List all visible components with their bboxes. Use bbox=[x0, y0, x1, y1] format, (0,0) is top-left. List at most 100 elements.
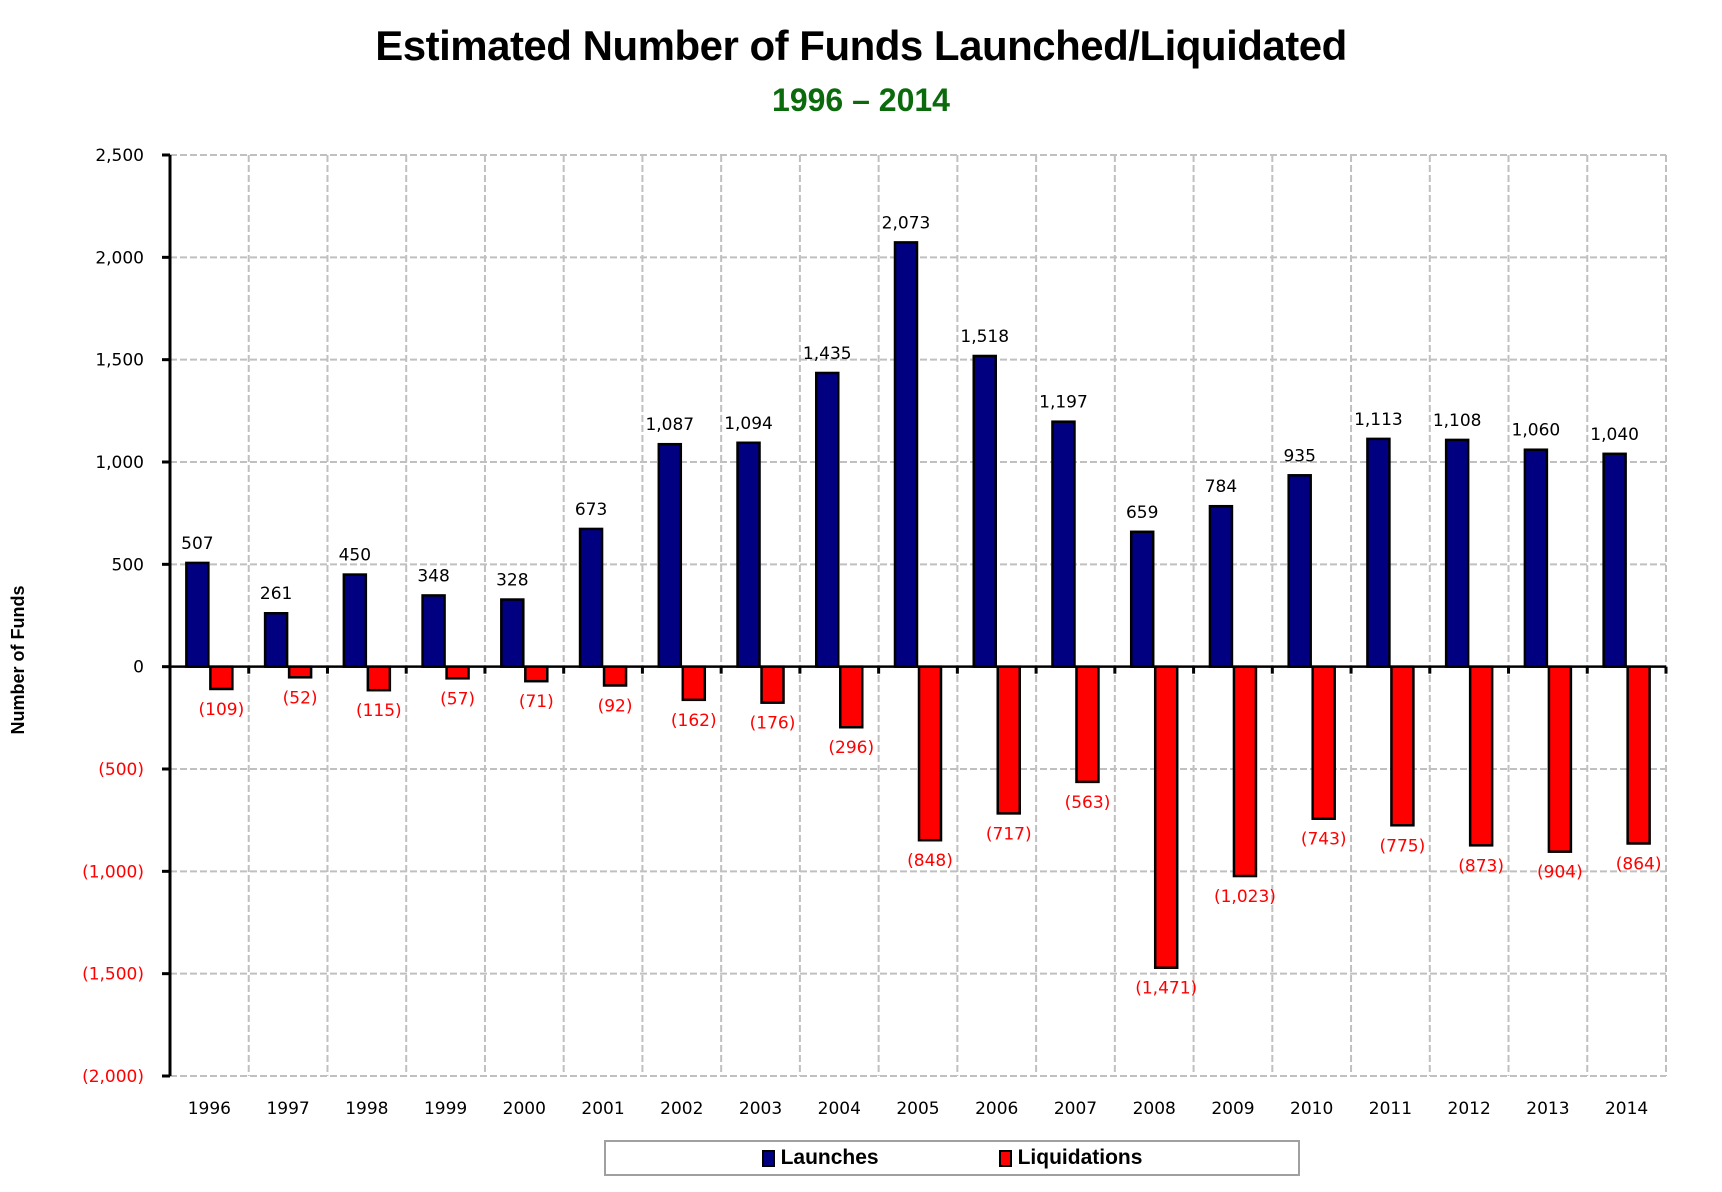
bar-liquidations bbox=[1311, 665, 1336, 820]
data-label-launches: 1,113 bbox=[1354, 410, 1403, 430]
y-tick-label: (2,000) bbox=[82, 1067, 144, 1087]
x-tick-label: 2003 bbox=[739, 1099, 782, 1119]
y-tick-label: 1,500 bbox=[95, 351, 144, 371]
legend: Launches Liquidations bbox=[604, 1140, 1300, 1176]
x-tick-label: 1997 bbox=[266, 1099, 309, 1119]
x-tick-label: 2010 bbox=[1290, 1099, 1333, 1119]
bar-liquidations bbox=[681, 665, 707, 702]
data-label-launches: 1,040 bbox=[1590, 425, 1639, 445]
legend-item-launches: Launches bbox=[761, 1146, 879, 1170]
x-tick-label: 2009 bbox=[1211, 1099, 1254, 1119]
bar-launches bbox=[185, 561, 210, 668]
x-tick-label: 1996 bbox=[188, 1099, 231, 1119]
data-label-launches: 261 bbox=[260, 584, 292, 604]
x-tick-label: 2000 bbox=[503, 1099, 546, 1119]
bar-liquidations bbox=[209, 665, 234, 691]
data-label-liquidations: (848) bbox=[907, 851, 953, 871]
bar-liquidations bbox=[1468, 665, 1494, 847]
data-label-launches: 1,435 bbox=[803, 344, 852, 364]
data-label-liquidations: (57) bbox=[440, 689, 475, 709]
x-tick-label: 2011 bbox=[1369, 1099, 1412, 1119]
data-label-launches: 784 bbox=[1205, 477, 1237, 497]
x-tick-label: 2004 bbox=[818, 1099, 861, 1119]
x-tick-label: 2007 bbox=[1054, 1099, 1097, 1119]
y-tick-label: (1,500) bbox=[82, 965, 144, 985]
data-label-launches: 1,094 bbox=[724, 414, 773, 434]
bar-launches bbox=[1523, 448, 1549, 668]
bar-liquidations bbox=[1626, 665, 1651, 845]
x-tick-label: 2005 bbox=[896, 1099, 939, 1119]
bar-liquidations bbox=[1153, 665, 1179, 969]
data-label-liquidations: (864) bbox=[1616, 854, 1662, 874]
bar-launches bbox=[736, 441, 761, 668]
bar-liquidations bbox=[917, 665, 943, 842]
bar-liquidations bbox=[996, 665, 1021, 815]
bar-launches bbox=[893, 241, 919, 668]
bar-launches bbox=[1444, 438, 1470, 668]
x-tick-label: 2013 bbox=[1526, 1099, 1569, 1119]
bar-launches bbox=[500, 598, 525, 668]
bar-launches bbox=[1051, 420, 1076, 668]
data-label-liquidations: (1,471) bbox=[1135, 979, 1197, 999]
bar-launches bbox=[1602, 452, 1627, 668]
bar-liquidations bbox=[445, 665, 470, 680]
data-label-launches: 935 bbox=[1283, 446, 1315, 466]
bar-liquidations bbox=[1547, 665, 1573, 853]
bar-launches bbox=[1366, 437, 1391, 668]
data-label-liquidations: (52) bbox=[283, 688, 318, 708]
data-label-launches: 673 bbox=[575, 500, 607, 520]
y-tick-label: 2,000 bbox=[95, 248, 144, 268]
bar-launches bbox=[1208, 504, 1234, 668]
bar-liquidations bbox=[839, 665, 864, 729]
data-label-launches: 659 bbox=[1126, 503, 1158, 523]
bar-liquidations bbox=[287, 665, 313, 679]
bar-launches bbox=[342, 573, 368, 668]
x-tick-label: 2012 bbox=[1448, 1099, 1491, 1119]
x-tick-label: 2014 bbox=[1605, 1099, 1648, 1119]
bar-liquidations bbox=[366, 665, 392, 692]
chart-subtitle: 1996 – 2014 bbox=[772, 82, 950, 118]
legend-swatch-launches bbox=[761, 1149, 775, 1167]
data-label-liquidations: (176) bbox=[750, 714, 796, 734]
chart-title: Estimated Number of Funds Launched/Liqui… bbox=[375, 22, 1347, 69]
data-label-liquidations: (162) bbox=[671, 711, 717, 731]
bar-launches bbox=[1287, 474, 1312, 668]
bar-liquidations bbox=[524, 665, 549, 683]
x-tick-label: 2002 bbox=[660, 1099, 703, 1119]
y-tick-label: 1,000 bbox=[95, 453, 144, 473]
y-tick-label: (1,000) bbox=[82, 862, 144, 882]
data-label-launches: 1,060 bbox=[1512, 421, 1561, 441]
data-label-liquidations: (717) bbox=[986, 824, 1032, 844]
legend-label-liquidations: Liquidations bbox=[1017, 1146, 1143, 1169]
axes bbox=[162, 153, 1668, 1078]
x-tick-label: 2001 bbox=[581, 1099, 624, 1119]
bar-liquidations bbox=[1390, 665, 1415, 827]
x-tick-label: 1998 bbox=[345, 1099, 388, 1119]
data-label-liquidations: (71) bbox=[519, 692, 554, 712]
y-tick-label: 500 bbox=[112, 555, 144, 575]
bar-liquidations bbox=[1075, 665, 1100, 784]
data-label-liquidations: (115) bbox=[356, 701, 402, 721]
data-label-launches: 507 bbox=[181, 534, 213, 554]
data-label-launches: 1,087 bbox=[645, 415, 694, 435]
data-label-liquidations: (92) bbox=[598, 696, 633, 716]
bar-launches bbox=[972, 354, 997, 668]
data-label-liquidations: (109) bbox=[199, 700, 245, 720]
bar-launches bbox=[578, 527, 604, 668]
bar-launches bbox=[815, 371, 840, 668]
data-label-launches: 1,518 bbox=[960, 327, 1009, 347]
gridlines bbox=[170, 154, 1667, 1077]
y-tick-labels: 2,500 2,000 1,500 1,000 500 0 (500) (1,000) (1,5… bbox=[82, 146, 144, 1087]
legend-item-liquidations: Liquidations bbox=[998, 1146, 1143, 1170]
y-tick-label: 2,500 bbox=[95, 146, 144, 166]
data-label-liquidations: (904) bbox=[1537, 863, 1583, 883]
bar-launches bbox=[1129, 530, 1155, 668]
data-label-liquidations: (775) bbox=[1380, 836, 1426, 856]
y-tick-label: 0 bbox=[133, 658, 144, 678]
legend-swatch-liquidations bbox=[998, 1149, 1012, 1167]
bar-launches bbox=[421, 594, 446, 668]
data-labels: 507 (109) 261 (52) 450 (115) 348 (57) 328 (71) 673… bbox=[181, 213, 1661, 998]
bars bbox=[185, 241, 1651, 969]
x-tick-labels: 1996 1997 1998 1999 2000 2001 2002 2003 2004 2005… bbox=[188, 1099, 1649, 1119]
data-label-launches: 1,197 bbox=[1039, 393, 1088, 413]
